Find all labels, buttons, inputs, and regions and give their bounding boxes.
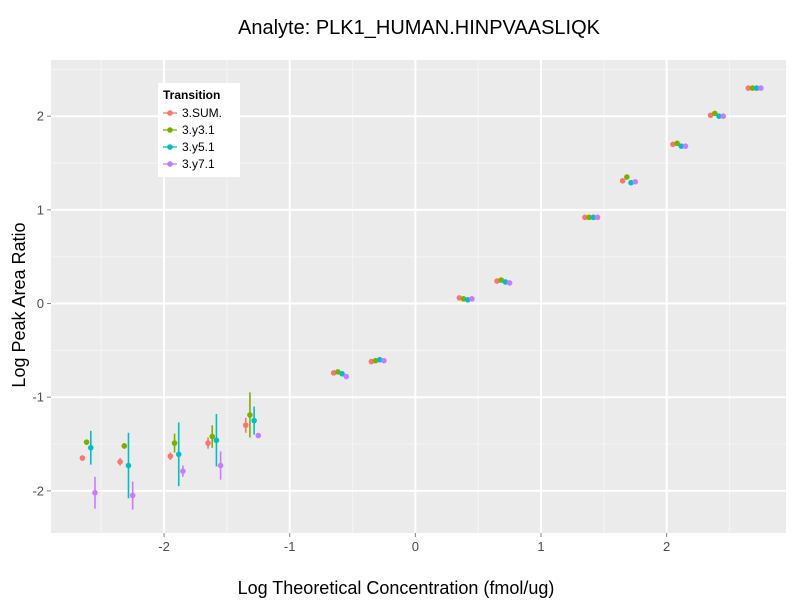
- x-tick-label: 0: [412, 539, 419, 554]
- data-point: [330, 370, 337, 376]
- data-point: [180, 468, 186, 474]
- legend-key-point: [167, 110, 173, 116]
- data-point: [339, 370, 345, 377]
- data-point: [502, 279, 509, 285]
- legend-label: 3.y5.1: [182, 140, 215, 154]
- y-tick-label: 0: [37, 296, 44, 311]
- data-point: [469, 296, 475, 302]
- data-point: [209, 433, 216, 440]
- minor-gridlines: [51, 60, 786, 533]
- data-marks: [79, 85, 764, 510]
- legend-key-point: [167, 127, 173, 133]
- legend-item: 3.y7.1: [163, 157, 215, 171]
- data-point: [619, 178, 626, 184]
- data-point: [175, 451, 182, 458]
- series-1: [79, 85, 752, 466]
- data-point: [92, 489, 98, 496]
- data-point: [335, 369, 341, 375]
- data-point: [255, 432, 262, 439]
- x-tick-label: 2: [663, 539, 670, 554]
- data-point: [720, 113, 726, 119]
- y-axis-title: Log Peak Area Ratio: [9, 222, 29, 387]
- data-point: [632, 178, 639, 185]
- series-3: [87, 85, 760, 499]
- data-point: [682, 143, 689, 149]
- data-point: [628, 179, 634, 186]
- data-point: [83, 439, 90, 445]
- legend-key-point: [167, 144, 173, 150]
- legend-label: 3.SUM.: [182, 106, 222, 120]
- data-point: [205, 440, 211, 446]
- y-tick-label: -2: [32, 483, 44, 498]
- data-point: [498, 277, 505, 283]
- series-4: [92, 85, 764, 510]
- legend-items: 3.SUM. 3.y3.1 3.y5.1 3.y7.1: [163, 106, 222, 171]
- legend-item: 3.SUM.: [163, 106, 222, 120]
- data-point: [213, 437, 220, 444]
- data-point: [506, 280, 513, 286]
- data-point: [368, 358, 375, 365]
- data-point: [674, 140, 680, 147]
- data-point: [121, 443, 128, 449]
- chart-title: Analyte: PLK1_HUMAN.HINPVAASLIQK: [238, 17, 601, 39]
- data-point: [125, 462, 132, 469]
- x-tick-label: 1: [537, 539, 544, 554]
- data-point: [716, 113, 722, 119]
- data-point: [678, 143, 685, 149]
- y-axis-ticks: -2 -1 0 1 2: [32, 109, 51, 498]
- data-point: [171, 440, 178, 446]
- legend-title: Transition: [163, 88, 220, 102]
- data-point: [494, 278, 500, 284]
- legend-item: 3.y3.1: [163, 123, 215, 137]
- data-point: [758, 85, 764, 91]
- y-tick-label: 1: [37, 202, 44, 217]
- data-point: [217, 462, 224, 469]
- data-point: [129, 492, 136, 499]
- y-tick-label: -1: [32, 390, 44, 405]
- data-point: [381, 357, 387, 364]
- x-axis-ticks: -2 -1 0 1 2: [158, 533, 670, 554]
- x-tick-label: -2: [158, 539, 170, 554]
- data-point: [117, 459, 123, 465]
- data-point: [594, 214, 601, 221]
- data-point: [79, 455, 86, 461]
- data-point: [167, 453, 174, 459]
- data-point: [745, 85, 752, 91]
- data-point: [624, 174, 630, 180]
- data-point: [712, 110, 718, 117]
- data-point: [670, 141, 676, 148]
- legend-item: 3.y5.1: [163, 140, 215, 154]
- data-point: [590, 214, 597, 221]
- data-point: [343, 373, 350, 380]
- y-tick-label: 2: [37, 109, 44, 124]
- data-point: [242, 422, 249, 429]
- series-2: [83, 85, 756, 453]
- data-point: [464, 296, 471, 303]
- data-point: [749, 85, 756, 91]
- x-axis-title: Log Theoretical Concentration (fmol/ug): [238, 578, 555, 598]
- x-tick-label: -1: [284, 539, 296, 554]
- data-point: [707, 112, 714, 119]
- data-point: [376, 356, 383, 363]
- data-point: [582, 214, 588, 221]
- data-point: [753, 85, 760, 91]
- legend: Transition 3.SUM. 3.y3.1 3.y5.1 3.y7.1: [158, 83, 240, 177]
- data-point: [87, 444, 94, 451]
- data-point: [586, 214, 592, 221]
- legend-label: 3.y7.1: [182, 157, 215, 171]
- legend-key-point: [167, 161, 173, 167]
- data-point: [247, 412, 253, 418]
- legend-label: 3.y3.1: [182, 123, 215, 137]
- data-point: [251, 417, 257, 424]
- data-point: [372, 357, 379, 364]
- data-point: [456, 295, 463, 301]
- data-point: [460, 296, 467, 302]
